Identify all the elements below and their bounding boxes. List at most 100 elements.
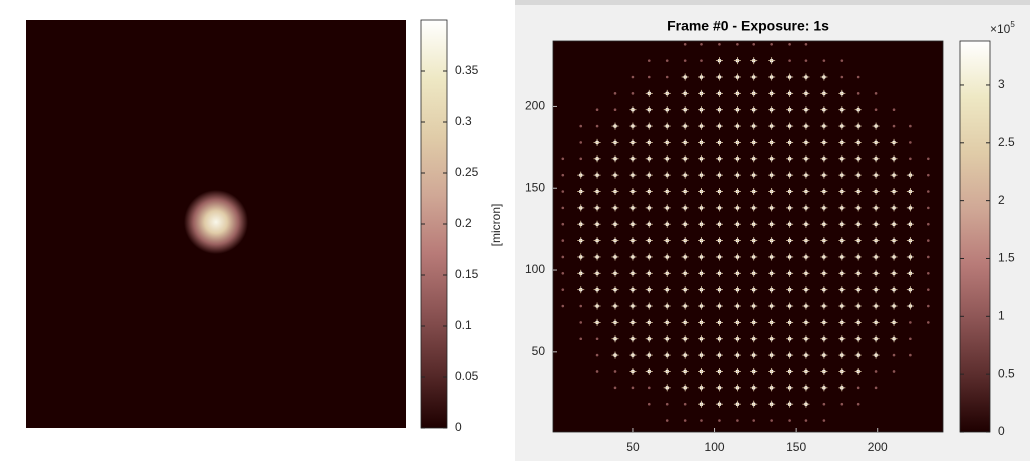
spot — [823, 59, 826, 62]
spot — [841, 59, 844, 62]
spot — [684, 403, 687, 406]
spot — [684, 59, 687, 62]
spot — [718, 43, 721, 46]
spot — [648, 387, 651, 390]
spot — [805, 43, 808, 46]
spot — [579, 141, 582, 144]
plot-area — [553, 41, 943, 432]
chart-title: Frame #0 - Exposure: 1s — [667, 18, 829, 34]
spot — [841, 403, 844, 406]
spot — [632, 387, 635, 390]
spot — [788, 59, 791, 62]
colorbar-tick-label: 0.25 — [455, 165, 479, 179]
colorbar-tick-label: 0.15 — [455, 267, 479, 281]
spot — [561, 174, 564, 177]
spot — [857, 76, 860, 79]
spot — [614, 92, 617, 95]
spot — [788, 419, 791, 422]
spot — [736, 419, 739, 422]
exponent-power: 5 — [1010, 20, 1015, 29]
colorbar-tick-label: 0.1 — [455, 318, 472, 332]
spot — [927, 288, 930, 291]
colorbar-tick-label: 0.3 — [455, 114, 472, 128]
spot — [579, 321, 582, 324]
spot — [684, 419, 687, 422]
spot — [893, 125, 896, 128]
spot — [596, 370, 599, 373]
spot — [632, 92, 635, 95]
x-tick-label: 200 — [868, 440, 888, 454]
colorbar — [960, 41, 990, 432]
spot — [666, 59, 669, 62]
y-tick-label: 150 — [525, 180, 545, 194]
colorbar-tick-label: 3 — [998, 77, 1005, 91]
spot — [648, 403, 651, 406]
y-tick-label: 50 — [532, 344, 546, 358]
colorbar-tick-label: 0 — [455, 420, 462, 434]
spot — [561, 256, 564, 259]
spot — [841, 76, 844, 79]
figure: 00.050.10.150.20.250.30.35[micron]Frame … — [0, 0, 1030, 461]
spot — [770, 419, 773, 422]
spot — [927, 157, 930, 160]
colorbar-tick-label: 1 — [998, 308, 1005, 322]
panel-bar — [515, 0, 1030, 5]
colorbar-tick-label: 2 — [998, 193, 1005, 207]
spot — [752, 43, 755, 46]
y-tick-label: 100 — [525, 262, 545, 276]
spot — [770, 43, 773, 46]
spot — [927, 207, 930, 210]
exponent-base: ×10 — [990, 22, 1011, 36]
spot — [684, 43, 687, 46]
page: {"chart_data": [ {"type": "image", "peak… — [0, 0, 1030, 461]
spot — [909, 141, 912, 144]
spot — [596, 337, 599, 340]
x-tick-label: 150 — [786, 440, 806, 454]
y-tick-label: 200 — [525, 99, 545, 113]
spot — [648, 59, 651, 62]
colorbar-label: [micron] — [489, 204, 503, 247]
x-tick-label: 100 — [705, 440, 725, 454]
colorbar-tick-label: 0.2 — [455, 216, 472, 230]
colorbar-tick-label: 0.5 — [998, 366, 1015, 380]
colorbar-tick-label: 0.05 — [455, 369, 479, 383]
spot — [561, 157, 564, 160]
spot — [561, 272, 564, 275]
spot — [700, 59, 703, 62]
spot — [632, 76, 635, 79]
spot — [561, 190, 564, 193]
spot — [875, 370, 878, 373]
spot — [927, 239, 930, 242]
spot — [700, 419, 703, 422]
spot — [614, 370, 617, 373]
spot — [752, 419, 755, 422]
spot — [561, 305, 564, 308]
spot — [579, 125, 582, 128]
spot — [614, 108, 617, 111]
spot — [614, 387, 617, 390]
spot — [579, 157, 582, 160]
spot — [875, 387, 878, 390]
spot — [927, 321, 930, 324]
spot — [857, 403, 860, 406]
spot — [927, 223, 930, 226]
spot — [561, 223, 564, 226]
spot — [579, 337, 582, 340]
spot — [579, 305, 582, 308]
spot — [823, 419, 826, 422]
spot — [927, 305, 930, 308]
spot — [666, 419, 669, 422]
spot — [561, 239, 564, 242]
spot — [893, 354, 896, 357]
spot — [666, 76, 669, 79]
intensity-peak — [184, 190, 248, 254]
spot — [736, 43, 739, 46]
spot — [909, 157, 912, 160]
spot — [596, 354, 599, 357]
colorbar-tick-label: 1.5 — [998, 251, 1015, 265]
spot — [561, 288, 564, 291]
spot — [805, 419, 808, 422]
spot — [718, 419, 721, 422]
spot — [893, 108, 896, 111]
spot — [909, 125, 912, 128]
